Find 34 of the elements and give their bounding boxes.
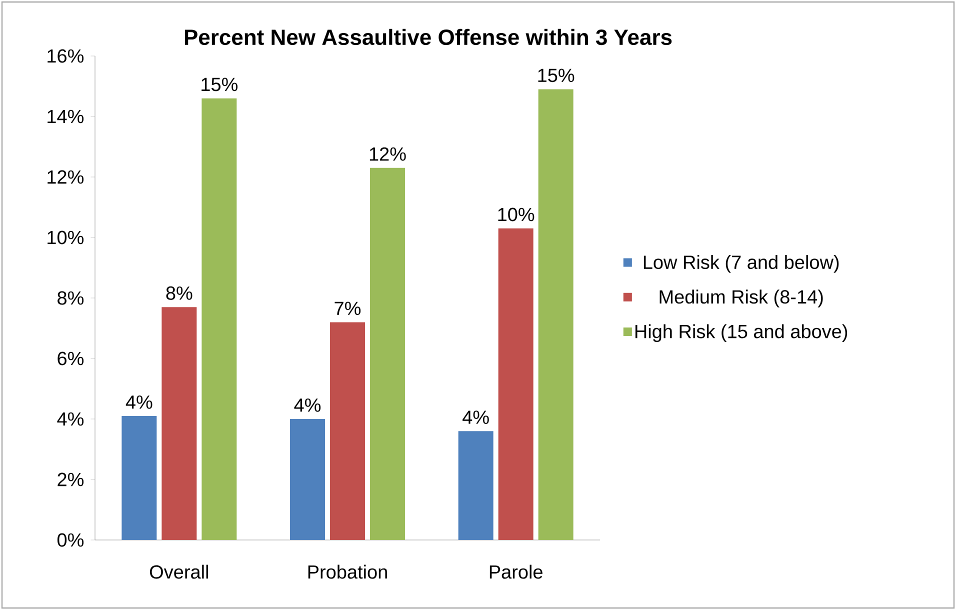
- bar: [330, 322, 365, 540]
- y-tick-label: 4%: [57, 412, 84, 426]
- y-tick-label: 16%: [48, 49, 84, 63]
- y-tick-label: 6%: [58, 352, 84, 366]
- y-tick-label: 8%: [58, 291, 84, 305]
- bar: [498, 228, 534, 540]
- data-label: 4%: [462, 410, 489, 424]
- bar: [122, 416, 157, 540]
- bar: [162, 307, 197, 540]
- bar: [290, 418, 325, 540]
- y-tick-label: 14%: [48, 110, 84, 124]
- data-label: 15%: [202, 78, 238, 92]
- legend-label: Low Risk (7 and below): [644, 255, 839, 273]
- legend-label: High Risk (15 and above): [635, 324, 848, 342]
- bar: [458, 431, 494, 540]
- data-label: 10%: [498, 208, 534, 222]
- data-label: 7%: [334, 302, 361, 315]
- data-label: 8%: [166, 286, 192, 300]
- y-tick-label: 2%: [58, 472, 84, 486]
- data-label: 12%: [370, 147, 406, 161]
- data-label: 15%: [538, 68, 574, 82]
- x-tick-label: Overall: [150, 564, 208, 579]
- y-tick-label: 10%: [48, 230, 84, 244]
- y-tick-label: 0%: [57, 533, 84, 547]
- y-tick-label: 12%: [48, 170, 84, 184]
- data-label: 4%: [294, 398, 321, 412]
- bar: [202, 98, 237, 540]
- x-tick-label: Probation: [308, 564, 387, 579]
- bar: [538, 89, 574, 540]
- x-tick-label: Parole: [490, 564, 542, 579]
- data-label: 4%: [126, 395, 152, 409]
- bar: [370, 168, 405, 540]
- chart-title: Percent New Assaultive Offense within 3 Years: [184, 28, 672, 46]
- legend-label: Medium Risk (8-14): [660, 290, 823, 308]
